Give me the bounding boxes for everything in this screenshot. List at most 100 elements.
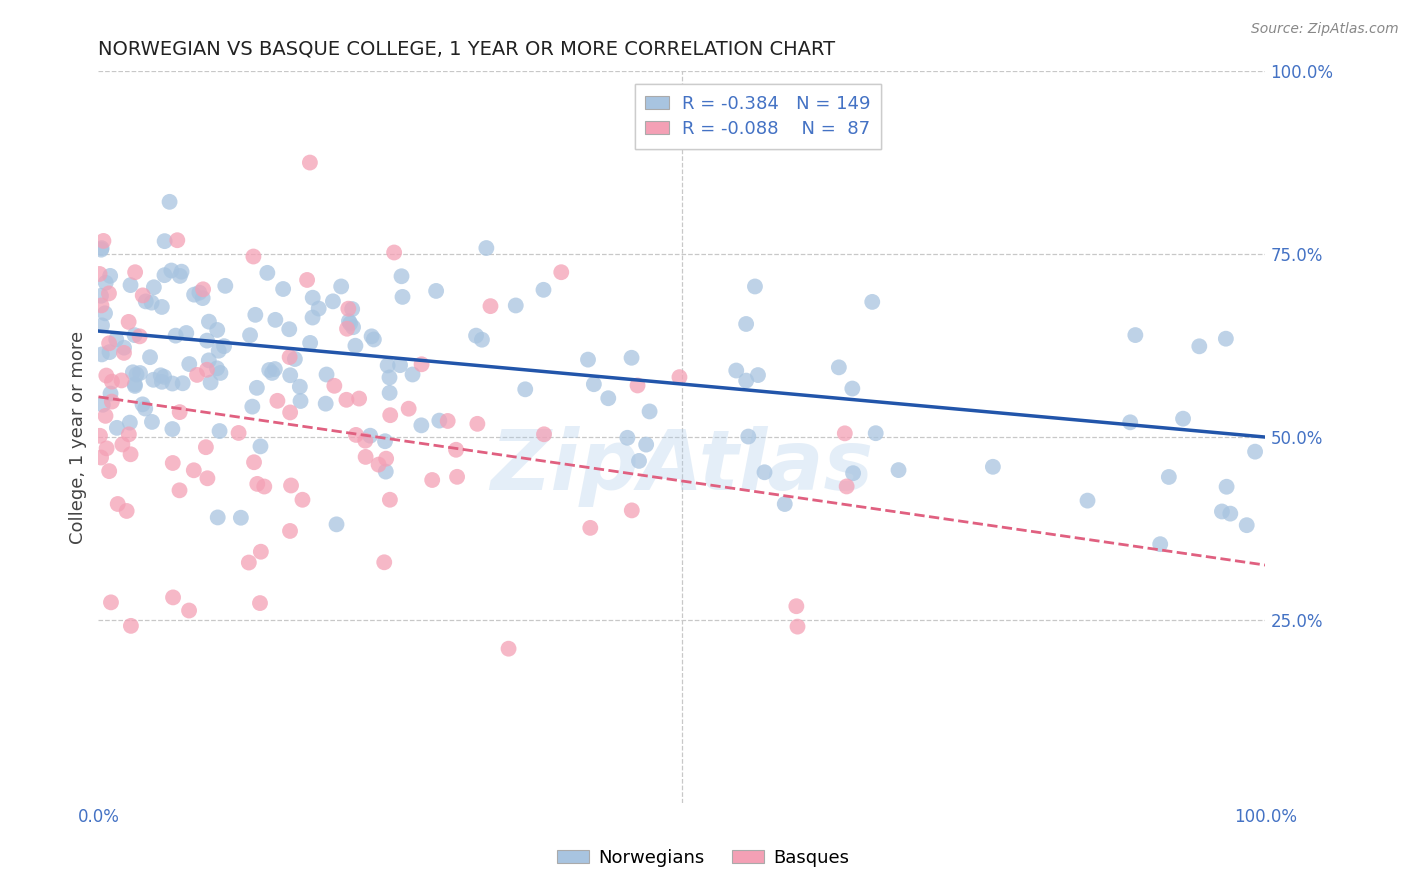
Point — [141, 415, 163, 429]
Text: Source: ZipAtlas.com: Source: ZipAtlas.com — [1251, 22, 1399, 37]
Point — [96, 368, 118, 383]
Point — [315, 368, 337, 382]
Point — [330, 279, 353, 293]
Point — [186, 368, 208, 382]
Point — [299, 335, 322, 350]
Point — [94, 276, 117, 290]
Point — [257, 363, 280, 377]
Point — [165, 328, 187, 343]
Point — [188, 285, 211, 300]
Point — [865, 426, 887, 441]
Point — [198, 315, 221, 329]
Point — [117, 315, 139, 329]
Point — [249, 596, 271, 610]
Point — [835, 479, 858, 493]
Point — [382, 245, 405, 260]
Point — [342, 320, 364, 334]
Point — [245, 308, 267, 322]
Point — [207, 510, 229, 524]
Point — [250, 545, 273, 559]
Point — [110, 373, 132, 387]
Point — [153, 268, 176, 282]
Point — [162, 422, 184, 436]
Point — [191, 282, 214, 296]
Point — [271, 282, 294, 296]
Point — [735, 374, 758, 388]
Point — [308, 301, 330, 316]
Point — [246, 476, 269, 491]
Point — [533, 283, 555, 297]
Point — [90, 298, 112, 312]
Point — [322, 294, 344, 309]
Point — [785, 599, 807, 614]
Point — [1119, 415, 1142, 429]
Point — [1215, 332, 1237, 346]
Point — [112, 341, 135, 355]
Point — [475, 241, 498, 255]
Point — [579, 521, 602, 535]
Point — [131, 397, 153, 411]
Point — [94, 306, 117, 320]
Point — [411, 418, 433, 433]
Point — [378, 385, 401, 400]
Point — [323, 379, 346, 393]
Point — [638, 404, 661, 418]
Point — [162, 376, 184, 391]
Point — [335, 392, 357, 407]
Point — [124, 377, 146, 392]
Point — [374, 465, 396, 479]
Point — [337, 301, 360, 316]
Point — [290, 394, 312, 409]
Point — [90, 289, 112, 303]
Point — [141, 295, 163, 310]
Point — [124, 328, 146, 343]
Point — [427, 414, 450, 428]
Point — [616, 431, 638, 445]
Point — [828, 360, 851, 375]
Point — [139, 350, 162, 364]
Point — [363, 333, 385, 347]
Point — [195, 363, 218, 377]
Point — [132, 288, 155, 302]
Point — [246, 381, 269, 395]
Point — [209, 366, 232, 380]
Point — [249, 439, 271, 453]
Point — [98, 268, 121, 283]
Point — [150, 300, 173, 314]
Point — [135, 294, 157, 309]
Point — [295, 273, 318, 287]
Point — [747, 368, 769, 382]
Y-axis label: College, 1 year or more: College, 1 year or more — [69, 331, 87, 543]
Point — [284, 351, 307, 366]
Point — [169, 268, 191, 283]
Point — [98, 345, 121, 359]
Point — [120, 619, 142, 633]
Point — [786, 619, 808, 633]
Point — [367, 458, 389, 472]
Point — [169, 483, 191, 498]
Point — [194, 440, 217, 454]
Point — [229, 510, 252, 524]
Point — [278, 368, 301, 383]
Point — [315, 397, 337, 411]
Point — [212, 339, 235, 353]
Point — [620, 351, 643, 365]
Point — [153, 234, 176, 248]
Point — [98, 336, 121, 351]
Point — [398, 401, 420, 416]
Point — [179, 357, 201, 371]
Point — [620, 503, 643, 517]
Point — [278, 322, 301, 336]
Point — [208, 343, 231, 358]
Point — [1076, 493, 1098, 508]
Point — [744, 279, 766, 293]
Point — [200, 376, 222, 390]
Point — [100, 595, 122, 609]
Point — [773, 497, 796, 511]
Point — [101, 375, 124, 389]
Point — [841, 382, 863, 396]
Point — [336, 322, 359, 336]
Point — [242, 250, 264, 264]
Point — [253, 479, 276, 493]
Point — [347, 392, 370, 406]
